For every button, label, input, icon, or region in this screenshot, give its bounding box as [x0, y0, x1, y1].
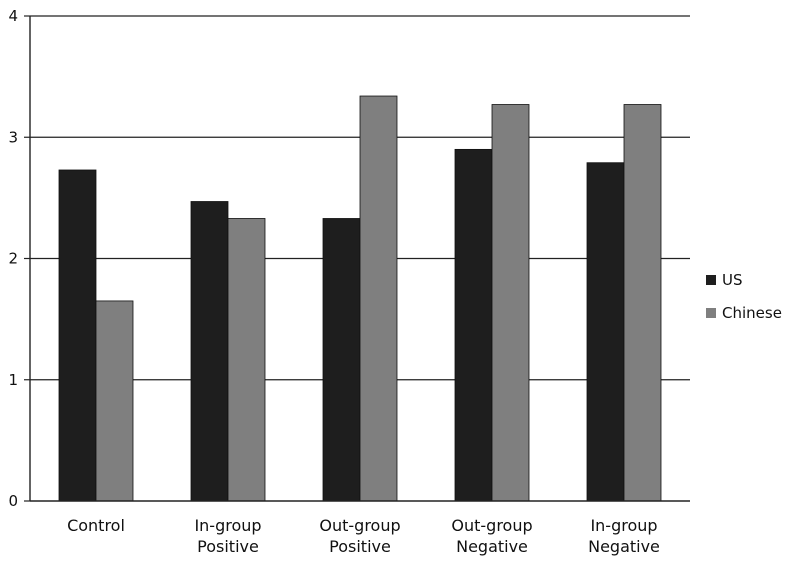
- bar-chinese: [491, 104, 530, 502]
- bar-chinese: [227, 218, 266, 502]
- x-category-label: Out-group Positive: [319, 516, 400, 556]
- x-category-label-line: In-group: [194, 516, 261, 535]
- x-category-label: In-group Negative: [588, 516, 660, 556]
- bar-chinese: [359, 95, 398, 502]
- legend: US Chinese: [706, 271, 782, 322]
- x-category-label-line: Positive: [197, 537, 259, 556]
- bar-us: [322, 218, 361, 502]
- legend-label-chinese: Chinese: [722, 304, 782, 322]
- x-category-label-line: Negative: [588, 537, 660, 556]
- y-tick-label: 4: [8, 7, 18, 25]
- x-category-labels: Control In-group Positive Out-group Positive…: [67, 516, 660, 556]
- axes: [24, 15, 690, 502]
- x-category-label: Control: [67, 516, 125, 535]
- bars: [58, 95, 662, 502]
- legend-label-us: US: [722, 271, 743, 289]
- y-tick-labels: 0 1 2 3 4: [8, 7, 18, 510]
- y-tick-label: 3: [8, 128, 18, 146]
- x-category-label-line: In-group: [590, 516, 657, 535]
- x-category-label-line: Out-group: [319, 516, 400, 535]
- bar-us: [454, 148, 493, 502]
- x-category-label: In-group Positive: [194, 516, 261, 556]
- x-category-label-line: Negative: [456, 537, 528, 556]
- bar-chinese: [95, 300, 134, 502]
- bar-us: [58, 169, 97, 502]
- legend-swatch-us: [706, 275, 716, 285]
- y-tick-label: 2: [8, 250, 18, 268]
- y-tick-label: 0: [8, 492, 18, 510]
- bar-us: [190, 201, 229, 502]
- bar-chinese: [623, 104, 662, 502]
- legend-swatch-chinese: [706, 308, 716, 318]
- x-category-label-line: Positive: [329, 537, 391, 556]
- x-category-label-line: Out-group: [451, 516, 532, 535]
- y-tick-label: 1: [8, 371, 18, 389]
- x-category-label-line: Control: [67, 516, 125, 535]
- x-category-label: Out-group Negative: [451, 516, 532, 556]
- bar-us: [586, 162, 625, 502]
